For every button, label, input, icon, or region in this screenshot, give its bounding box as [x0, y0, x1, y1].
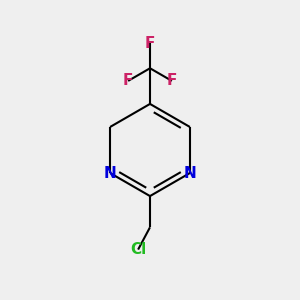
- Text: N: N: [184, 166, 196, 181]
- Text: F: F: [167, 74, 177, 88]
- Text: F: F: [145, 35, 155, 50]
- Text: N: N: [104, 166, 116, 181]
- Text: Cl: Cl: [130, 242, 146, 257]
- Text: F: F: [123, 74, 133, 88]
